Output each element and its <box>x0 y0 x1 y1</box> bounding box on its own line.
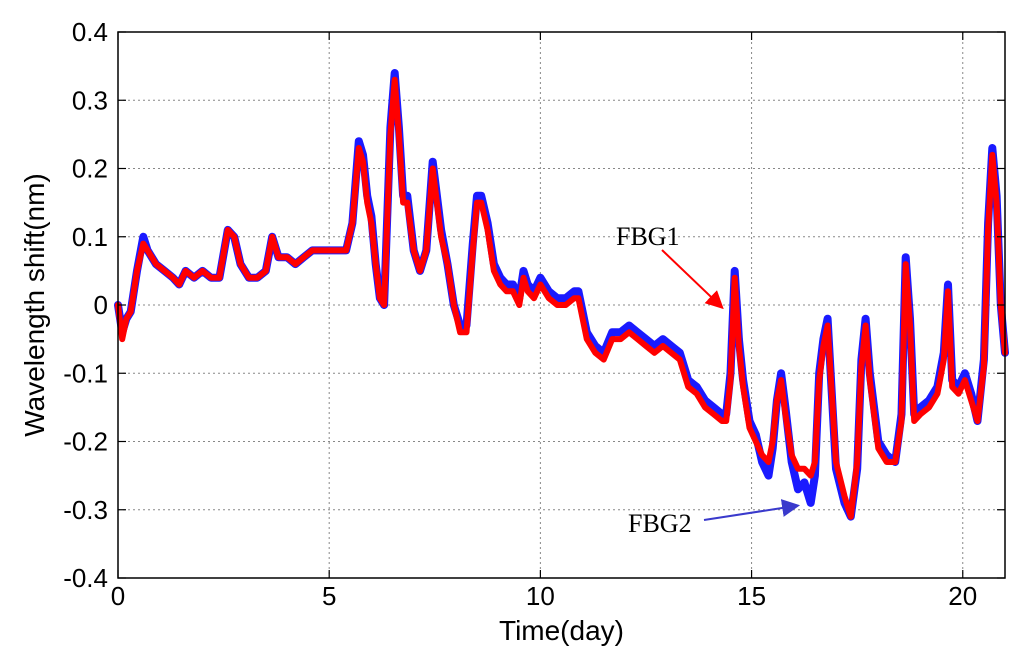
y-tick-label: 0.4 <box>72 17 108 47</box>
y-tick-label: 0 <box>94 290 108 320</box>
y-tick-label: 0.2 <box>72 154 108 184</box>
grid-lines <box>118 32 1005 578</box>
x-tick-label: 20 <box>948 581 977 611</box>
axis-ticks <box>117 31 1005 579</box>
x-tick-label: 15 <box>737 581 766 611</box>
y-tick-label: -0.1 <box>63 358 108 388</box>
x-axis-title: Time(day) <box>499 615 624 646</box>
fbg1-label: FBG1 <box>616 222 680 251</box>
tick-labels: 0 5 10 15 20 -0.4 -0.3 -0.2 -0.1 0 0.1 0.2 0.3 0.4 <box>63 17 977 611</box>
fbg2-arrow <box>703 499 801 521</box>
x-tick-label: 10 <box>526 581 555 611</box>
y-tick-label: 0.3 <box>72 85 108 115</box>
fbg2-label: FBG2 <box>628 509 692 538</box>
annotations: FBG1 FBG2 <box>616 222 801 538</box>
x-tick-label: 5 <box>322 581 336 611</box>
x-tick-label: 0 <box>111 581 125 611</box>
series-layer <box>114 69 1009 521</box>
y-tick-label: -0.4 <box>63 563 108 593</box>
y-axis-title: Wavelength shift(nm) <box>19 173 50 437</box>
series-line-fbg1 <box>115 76 1008 520</box>
y-tick-label: -0.3 <box>63 495 108 525</box>
fbg1-arrow <box>661 249 724 310</box>
y-tick-label: 0.1 <box>72 222 108 252</box>
series-line-fbg2 <box>114 69 1009 521</box>
y-tick-label: -0.2 <box>63 427 108 457</box>
